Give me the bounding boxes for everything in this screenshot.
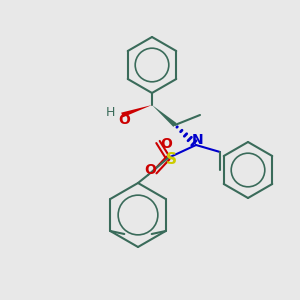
Text: N: N xyxy=(192,133,204,147)
Text: O: O xyxy=(144,163,156,177)
Text: H: H xyxy=(105,106,115,118)
Text: O: O xyxy=(118,113,130,127)
Text: O: O xyxy=(160,137,172,151)
Polygon shape xyxy=(121,105,152,117)
Text: S: S xyxy=(166,152,176,167)
Polygon shape xyxy=(152,105,177,127)
